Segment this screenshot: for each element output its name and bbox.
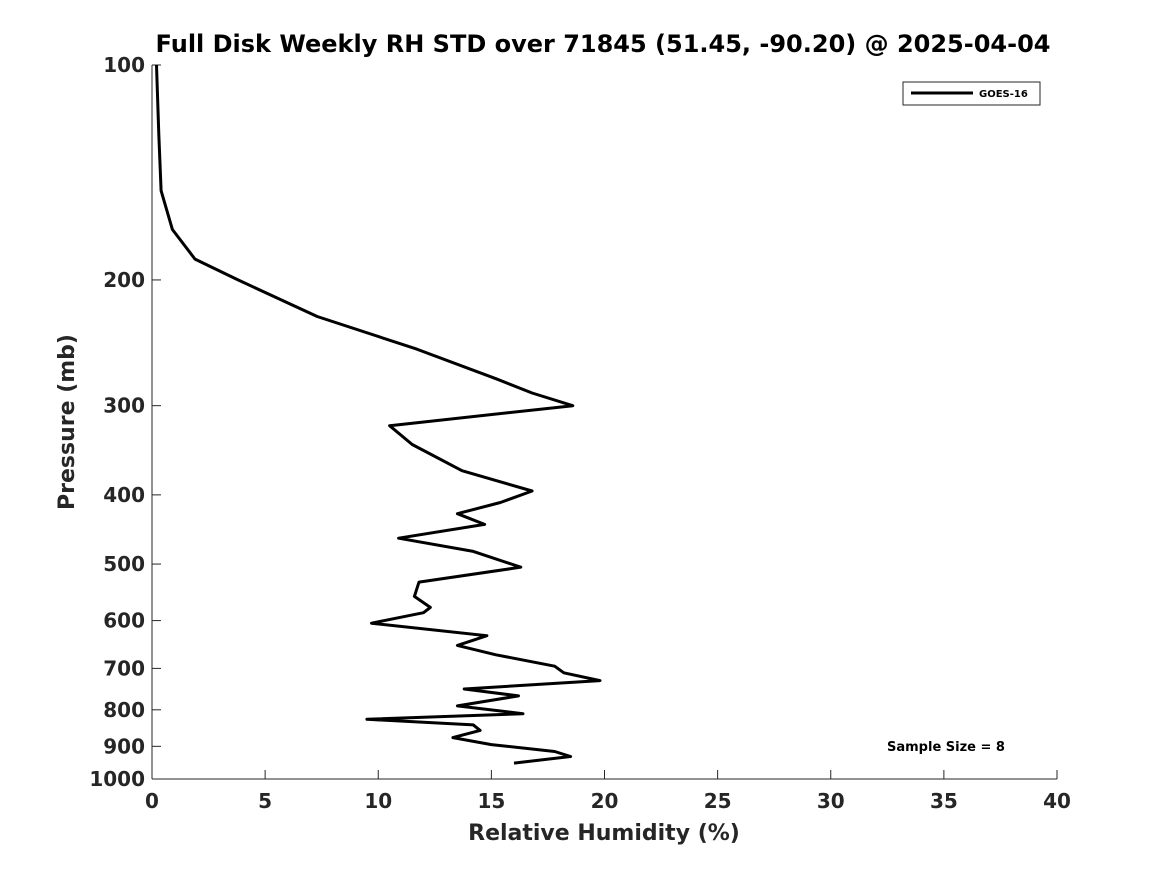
y-tick-label: 300 <box>103 394 145 418</box>
series-group <box>155 64 602 765</box>
x-axis-label: Relative Humidity (%) <box>468 821 740 846</box>
x-tick-label: 35 <box>930 789 958 813</box>
x-tick-label: 10 <box>364 789 392 813</box>
plot-axes <box>151 65 1057 780</box>
x-tick-label: 30 <box>817 789 845 813</box>
x-tick-label: 20 <box>591 789 619 813</box>
y-tick-label: 700 <box>103 656 145 680</box>
y-tick-label: 400 <box>103 483 145 507</box>
sample-size-annotation: Sample Size = 8 <box>887 740 1005 755</box>
y-tick-label: 1000 <box>89 767 145 791</box>
legend-label-goes-16: GOES-16 <box>979 89 1028 100</box>
x-tick-label: 15 <box>477 789 505 813</box>
x-tick-label: 40 <box>1043 789 1071 813</box>
y-tick-label: 600 <box>103 609 145 633</box>
series-line-goes-16 <box>155 64 602 765</box>
x-ticks: 0 5 10 15 20 25 30 35 40 <box>145 770 1071 813</box>
y-tick-label: 500 <box>103 552 145 576</box>
x-tick-label: 0 <box>145 789 159 813</box>
x-tick-label: 25 <box>704 789 732 813</box>
legend: GOES-16 <box>902 81 1041 106</box>
y-ticks: 100 200 300 400 500 600 700 800 900 1000 <box>89 53 161 791</box>
y-axis-label: Pressure (mb) <box>55 334 80 510</box>
y-tick-label: 800 <box>103 698 145 722</box>
y-tick-label: 900 <box>103 734 145 758</box>
y-tick-label: 100 <box>103 53 145 77</box>
y-tick-label: 200 <box>103 268 145 292</box>
x-tick-label: 5 <box>258 789 272 813</box>
chart-title: Full Disk Weekly RH STD over 71845 (51.4… <box>156 30 1051 58</box>
